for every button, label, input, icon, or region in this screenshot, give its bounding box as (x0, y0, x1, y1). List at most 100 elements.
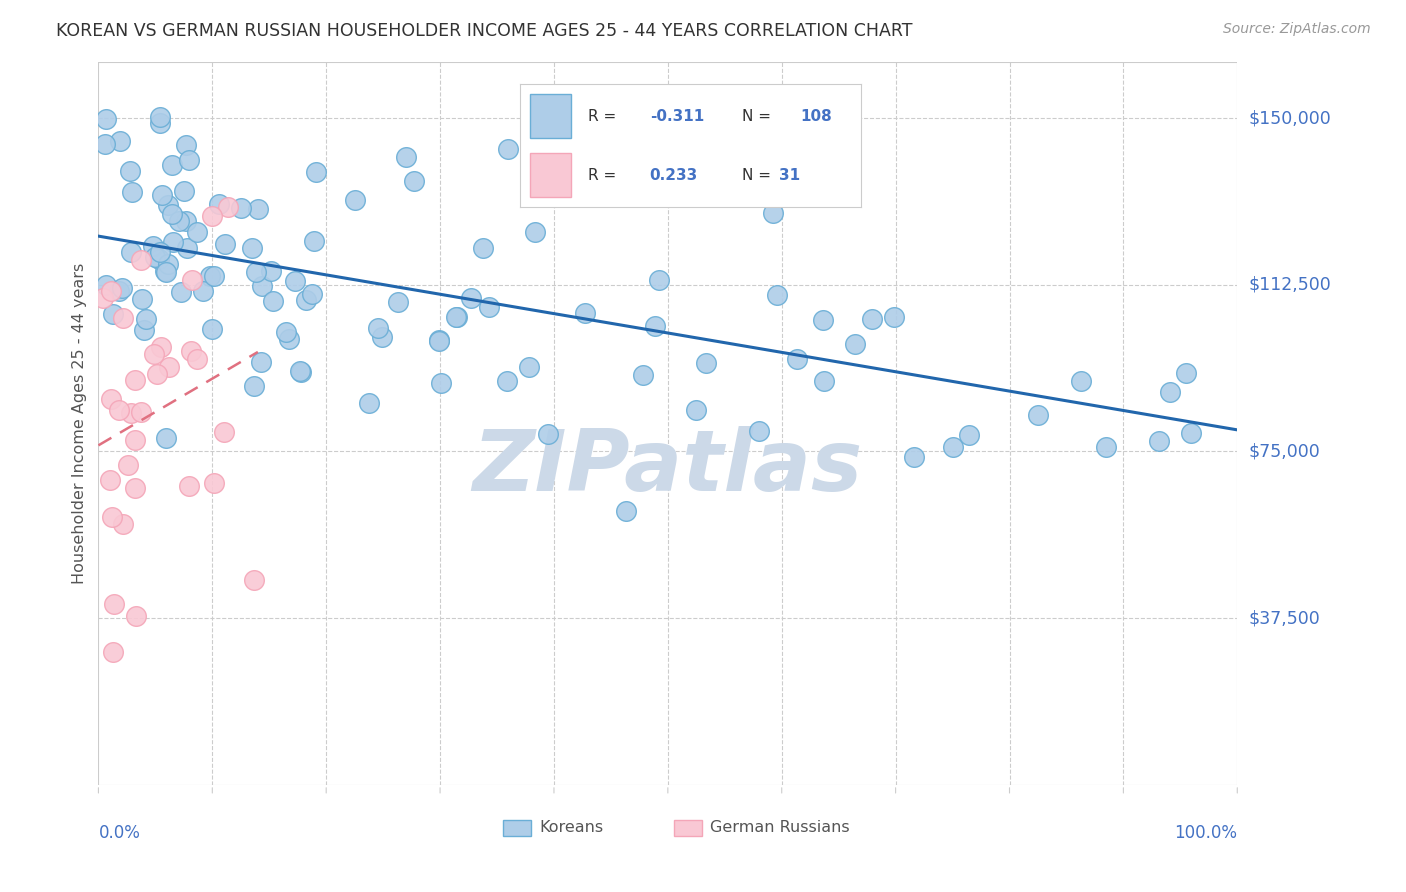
Point (217, 200, 239, 214)
Point (94, 137, 117, 152)
Point (131, 292, 153, 306)
Point (117, 458, 139, 472)
Point (176, 241, 198, 255)
Point (202, 269, 225, 284)
Point (96, 112, 118, 127)
Point (131, 253, 153, 268)
Point (112, 311, 135, 326)
Point (212, 425, 235, 439)
Point (201, 322, 224, 336)
Point (179, 343, 201, 358)
Point (262, 293, 284, 308)
Point (100, 284, 122, 298)
Point (276, 325, 298, 339)
Y-axis label: Householder Income Ages 25 - 44 years: Householder Income Ages 25 - 44 years (72, 263, 87, 584)
Point (174, 214, 197, 228)
Point (167, 214, 190, 228)
Point (108, 135, 131, 149)
Point (786, 351, 808, 366)
Point (290, 365, 312, 379)
Point (1094, 440, 1116, 454)
Point (685, 402, 707, 417)
Point (1159, 385, 1181, 400)
Point (427, 334, 450, 349)
Point (495, 374, 517, 388)
Point (402, 174, 425, 188)
Point (101, 644, 124, 658)
Point (860, 312, 883, 326)
Point (631, 368, 654, 383)
Point (250, 278, 273, 293)
Point (229, 201, 252, 215)
Point (170, 285, 193, 299)
Point (367, 320, 389, 334)
Point (728, 142, 751, 156)
Point (427, 334, 450, 348)
Point (108, 402, 131, 417)
Point (176, 138, 198, 153)
Point (142, 238, 165, 252)
Point (607, 145, 630, 159)
Point (118, 164, 141, 178)
Point (155, 431, 177, 445)
Point (129, 405, 152, 419)
Point (647, 273, 669, 287)
Point (121, 185, 143, 199)
Point (91, 291, 114, 305)
Point (371, 329, 394, 343)
Point (191, 285, 214, 299)
Point (290, 364, 312, 378)
Point (181, 273, 204, 287)
Point (173, 184, 195, 198)
Point (124, 481, 146, 495)
Point (242, 379, 264, 393)
Point (1028, 408, 1050, 422)
Point (537, 427, 560, 442)
Point (460, 291, 482, 305)
Point (301, 287, 323, 301)
Point (284, 274, 307, 288)
Point (146, 367, 169, 381)
Point (103, 597, 125, 611)
Text: 0.0%: 0.0% (98, 824, 141, 842)
Point (395, 150, 418, 164)
Point (162, 235, 184, 249)
Point (294, 293, 316, 307)
Point (574, 306, 596, 320)
Point (478, 300, 501, 314)
Point (942, 440, 965, 454)
Point (644, 319, 666, 334)
Point (444, 310, 467, 325)
Point (156, 257, 179, 271)
Point (101, 509, 124, 524)
Point (240, 241, 263, 255)
Point (242, 573, 264, 587)
Point (245, 265, 267, 279)
Point (149, 244, 172, 259)
Point (198, 269, 221, 284)
Point (160, 158, 183, 172)
Point (614, 504, 637, 518)
Point (148, 252, 170, 267)
Point (250, 354, 273, 368)
Point (135, 312, 157, 326)
Point (1147, 434, 1170, 448)
Point (305, 165, 328, 179)
Point (517, 359, 540, 374)
Point (120, 244, 142, 259)
Text: Source: ZipAtlas.com: Source: ZipAtlas.com (1223, 22, 1371, 37)
Text: ZIPatlas: ZIPatlas (472, 425, 863, 508)
Point (278, 332, 301, 346)
Point (957, 427, 980, 442)
Point (149, 110, 172, 124)
Point (1175, 366, 1198, 380)
Point (103, 307, 125, 321)
Point (471, 242, 494, 256)
Point (214, 236, 236, 251)
Text: Koreans: Koreans (538, 820, 603, 835)
Point (107, 284, 129, 298)
Point (186, 351, 208, 366)
Point (883, 310, 905, 325)
Point (110, 281, 132, 295)
Point (157, 198, 180, 212)
